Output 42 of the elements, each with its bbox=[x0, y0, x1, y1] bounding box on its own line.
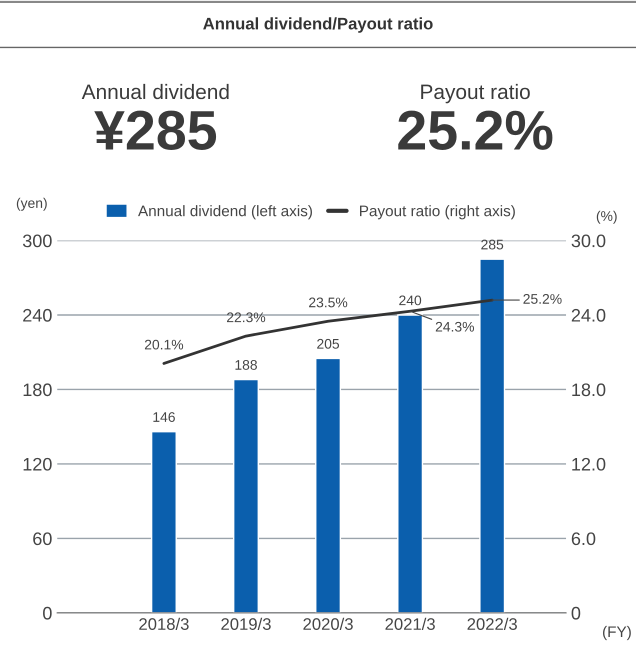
x-tick-label: 2018/3 bbox=[139, 618, 189, 630]
bar bbox=[232, 378, 259, 613]
bar bbox=[479, 258, 506, 613]
text: Payout ratio bbox=[421, 84, 530, 104]
y2-tick-label: 24.0 bbox=[572, 308, 606, 322]
legend-label: Payout ratio (right axis) bbox=[360, 205, 515, 220]
data-label: 22.3% bbox=[226, 312, 266, 322]
y2-tick-label: 6.0 bbox=[572, 532, 596, 546]
text: Annual dividend bbox=[82, 84, 229, 100]
data-label: 23.5% bbox=[309, 298, 348, 308]
text: 25.2% bbox=[398, 110, 552, 150]
y2-tick-label: 12.0 bbox=[572, 458, 606, 471]
data-label: 24.3% bbox=[436, 322, 474, 332]
data-label: 188 bbox=[235, 360, 257, 370]
data-label: 285 bbox=[481, 240, 504, 250]
legend-label: Annual dividend (left axis) bbox=[138, 205, 312, 220]
chart-title: Annual dividend/Payout ratio bbox=[203, 17, 433, 33]
bar bbox=[315, 358, 342, 613]
text: ¥285 bbox=[94, 110, 216, 150]
data-label: 25.2% bbox=[523, 294, 562, 304]
data-label: 146 bbox=[153, 412, 175, 422]
y2-tick-label: 18.0 bbox=[572, 383, 606, 396]
y-tick-label: 60 bbox=[33, 532, 52, 546]
y-tick-label: 180 bbox=[24, 383, 52, 396]
y2-tick-label: 30.0 bbox=[572, 234, 606, 248]
x-tick-label: 2021/3 bbox=[385, 618, 435, 630]
y-axis-title: (yen) bbox=[16, 198, 47, 211]
bar bbox=[397, 314, 424, 613]
y-tick-label: 240 bbox=[23, 308, 52, 322]
bar bbox=[150, 430, 177, 613]
x-axis-title: (FY) bbox=[603, 626, 631, 640]
data-label: 20.1% bbox=[144, 340, 184, 350]
data-label: 240 bbox=[399, 295, 422, 306]
x-tick-label: 2020/3 bbox=[303, 618, 353, 630]
y-tick-label: 120 bbox=[24, 458, 52, 471]
x-tick-label: 2022/3 bbox=[468, 618, 517, 630]
y2-axis-title: (%) bbox=[596, 210, 617, 224]
data-label: 205 bbox=[317, 338, 340, 349]
y-tick-label: 300 bbox=[22, 234, 52, 248]
y2-tick-label: 0 bbox=[572, 606, 580, 620]
x-tick-label: 2019/3 bbox=[221, 618, 271, 630]
y-tick-label: 0 bbox=[43, 606, 52, 620]
